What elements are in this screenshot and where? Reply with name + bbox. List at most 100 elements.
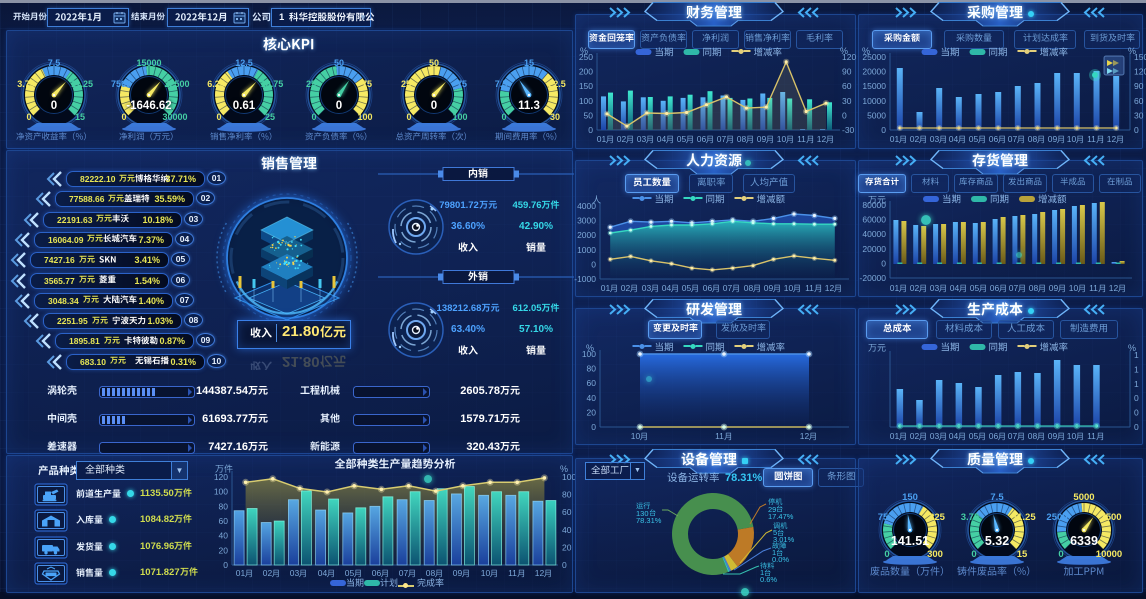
svg-text:0: 0 [501, 112, 506, 122]
svg-text:20: 20 [219, 545, 229, 555]
svg-text:0: 0 [1134, 422, 1139, 432]
svg-text:7500: 7500 [1100, 512, 1121, 523]
svg-text:4000: 4000 [577, 201, 596, 211]
svg-text:2000: 2000 [577, 230, 596, 240]
svg-text:0: 0 [1134, 393, 1139, 403]
svg-text:50: 50 [429, 58, 439, 68]
svg-text:11.25: 11.25 [1012, 512, 1036, 523]
svg-text:100: 100 [214, 487, 228, 497]
svg-text:75: 75 [457, 79, 467, 89]
svg-text:7.5: 7.5 [990, 492, 1004, 503]
svg-text:3000: 3000 [577, 216, 596, 226]
svg-text:5000: 5000 [1073, 492, 1094, 503]
svg-text:15000: 15000 [862, 81, 886, 91]
svg-text:300: 300 [927, 549, 943, 560]
svg-text:3.75: 3.75 [961, 512, 980, 523]
svg-text:1: 1 [1134, 364, 1139, 374]
svg-text:0: 0 [51, 100, 57, 112]
svg-text:0: 0 [842, 110, 847, 120]
svg-text:25: 25 [306, 79, 316, 89]
svg-text:30: 30 [1134, 110, 1144, 120]
svg-text:0: 0 [884, 549, 889, 560]
svg-text:7.5: 7.5 [495, 79, 508, 89]
svg-text:80000: 80000 [862, 200, 886, 210]
svg-text:40: 40 [562, 525, 572, 535]
svg-text:90: 90 [842, 67, 852, 77]
svg-text:6339: 6339 [1070, 534, 1098, 548]
svg-text:0: 0 [591, 422, 596, 432]
svg-text:120: 120 [214, 472, 228, 482]
svg-text:80: 80 [562, 490, 572, 500]
svg-text:60000: 60000 [862, 215, 886, 225]
svg-text:75: 75 [362, 79, 372, 89]
svg-text:20000: 20000 [862, 244, 886, 254]
svg-text:120: 120 [1134, 67, 1146, 77]
svg-text:90: 90 [1134, 81, 1144, 91]
svg-text:50: 50 [584, 110, 594, 120]
svg-text:0: 0 [971, 549, 976, 560]
svg-text:7.5: 7.5 [48, 58, 61, 68]
svg-text:0: 0 [588, 125, 593, 135]
svg-text:225: 225 [929, 512, 946, 523]
svg-text:-1000: -1000 [574, 274, 596, 284]
svg-text:12.5: 12.5 [235, 58, 253, 68]
svg-text:15: 15 [524, 58, 534, 68]
svg-text:25: 25 [401, 79, 411, 89]
svg-text:20: 20 [562, 542, 572, 552]
svg-text:40: 40 [219, 531, 229, 541]
svg-text:30: 30 [842, 96, 852, 106]
svg-text:22.5: 22.5 [548, 79, 566, 89]
svg-text:30: 30 [550, 112, 560, 122]
svg-text:250: 250 [579, 52, 593, 62]
svg-text:-1646.62: -1646.62 [126, 100, 171, 112]
svg-text:1: 1 [1134, 350, 1139, 360]
svg-text:5.32: 5.32 [985, 534, 1009, 548]
svg-text:60: 60 [842, 81, 852, 91]
svg-text:18.75: 18.75 [261, 79, 284, 89]
svg-text:120: 120 [842, 52, 856, 62]
svg-text:100: 100 [579, 96, 593, 106]
svg-text:11.3: 11.3 [518, 100, 540, 112]
svg-text:150: 150 [579, 81, 593, 91]
svg-text:100: 100 [582, 349, 596, 359]
svg-text:0: 0 [311, 112, 316, 122]
svg-text:100: 100 [562, 472, 575, 482]
svg-text:15000: 15000 [136, 58, 161, 68]
svg-text:0: 0 [881, 258, 886, 268]
svg-text:-20000: -20000 [860, 273, 887, 283]
svg-text:80: 80 [219, 501, 229, 511]
svg-text:0: 0 [562, 560, 567, 570]
svg-text:100: 100 [357, 112, 372, 122]
svg-text:0: 0 [431, 100, 437, 112]
svg-text:25: 25 [265, 112, 275, 122]
svg-text:10000: 10000 [1096, 549, 1122, 560]
svg-text:3.75: 3.75 [17, 79, 35, 89]
svg-text:75: 75 [878, 512, 889, 523]
svg-text:60: 60 [587, 378, 597, 388]
svg-text:25000: 25000 [862, 52, 886, 62]
svg-text:0.61: 0.61 [233, 100, 256, 112]
svg-text:141.51: 141.51 [891, 534, 929, 548]
svg-text:20000: 20000 [862, 67, 886, 77]
svg-text:10000: 10000 [862, 96, 886, 106]
svg-text:0: 0 [336, 100, 342, 112]
svg-text:11.25: 11.25 [71, 79, 93, 89]
svg-text:1000: 1000 [577, 245, 596, 255]
svg-text:80: 80 [587, 364, 597, 374]
svg-text:2500: 2500 [1046, 512, 1067, 523]
svg-text:50: 50 [334, 58, 344, 68]
svg-text:15: 15 [75, 112, 85, 122]
svg-text:-30: -30 [842, 125, 855, 135]
svg-text:0: 0 [26, 112, 31, 122]
svg-text:0: 0 [1134, 125, 1139, 135]
svg-text:40: 40 [587, 393, 597, 403]
svg-text:5000: 5000 [867, 110, 886, 120]
svg-text:0: 0 [1134, 408, 1139, 418]
svg-text:150: 150 [1134, 52, 1146, 62]
svg-text:100: 100 [452, 112, 467, 122]
svg-text:60: 60 [1134, 96, 1144, 106]
svg-text:22500: 22500 [164, 79, 189, 89]
svg-text:20: 20 [587, 407, 597, 417]
svg-text:40000: 40000 [862, 229, 886, 239]
svg-text:0: 0 [216, 112, 221, 122]
